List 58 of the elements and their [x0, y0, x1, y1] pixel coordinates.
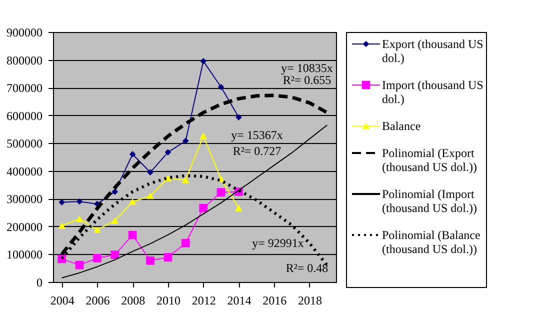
annotation: R²= 0.48: [286, 261, 328, 275]
y-tick-label: 100000: [6, 248, 42, 262]
x-tick-label: 2012: [192, 294, 216, 308]
legend-label: Polinomial (Balance (thousand US dol.)): [382, 228, 480, 256]
point: [147, 169, 154, 176]
y-tick-label: 900000: [6, 26, 42, 40]
annotation: y= 10835x: [281, 61, 333, 75]
x-tick-label: 2018: [298, 294, 322, 308]
legend-label: Import (thousand US dol.): [382, 78, 484, 106]
point: [164, 149, 172, 156]
annotation: y= 15367x: [231, 128, 283, 142]
x-tick-label: 2006: [86, 294, 110, 308]
legend-label: Polinomial (Export (thousand US dol.)): [382, 146, 477, 174]
point: [110, 250, 120, 259]
y-tick-label: 500000: [6, 136, 42, 151]
point: [199, 204, 208, 212]
point: [146, 192, 154, 200]
x-tick-label: 2016: [262, 294, 287, 308]
annotation: y= 92991x: [252, 236, 304, 250]
point: [218, 84, 224, 90]
legend-label: Balance: [382, 119, 421, 133]
y-tick-label: 700000: [6, 81, 42, 96]
point: [182, 176, 190, 184]
legend-label: Export (thousand US dol.): [382, 37, 484, 65]
y-tick-label: 400000: [6, 164, 42, 178]
point: [58, 222, 66, 229]
point: [182, 138, 189, 144]
point: [111, 217, 119, 224]
point: [58, 199, 66, 206]
annotation: R²= 0.727: [232, 144, 282, 158]
point: [164, 253, 172, 262]
x-tick-label: 2010: [156, 294, 180, 308]
annotation: R²= 0.655: [282, 73, 332, 87]
y-tick-label: 600000: [6, 108, 42, 123]
point: [94, 226, 101, 233]
y-tick-label: 800000: [6, 53, 42, 68]
point: [216, 188, 226, 196]
y-tick-label: 300000: [6, 192, 42, 206]
point: [146, 256, 154, 265]
x-tick-label: 2008: [121, 294, 146, 308]
point: [236, 114, 242, 120]
point: [200, 58, 207, 64]
point: [235, 204, 242, 212]
x-tick-label: 2014: [227, 294, 252, 308]
point: [200, 132, 208, 140]
y-tick-label: 0: [36, 276, 42, 290]
point: [75, 260, 84, 270]
point: [93, 254, 102, 262]
point: [76, 198, 83, 205]
point: [128, 198, 136, 205]
point: [129, 151, 136, 158]
point: [112, 188, 118, 195]
x-tick-label: 2004: [50, 294, 74, 308]
point: [128, 230, 137, 240]
y-tick-label: 200000: [6, 220, 42, 234]
point: [76, 216, 84, 222]
legend-label: Polinomial (Import (thousand US dol.)): [382, 187, 477, 215]
point: [181, 238, 190, 248]
